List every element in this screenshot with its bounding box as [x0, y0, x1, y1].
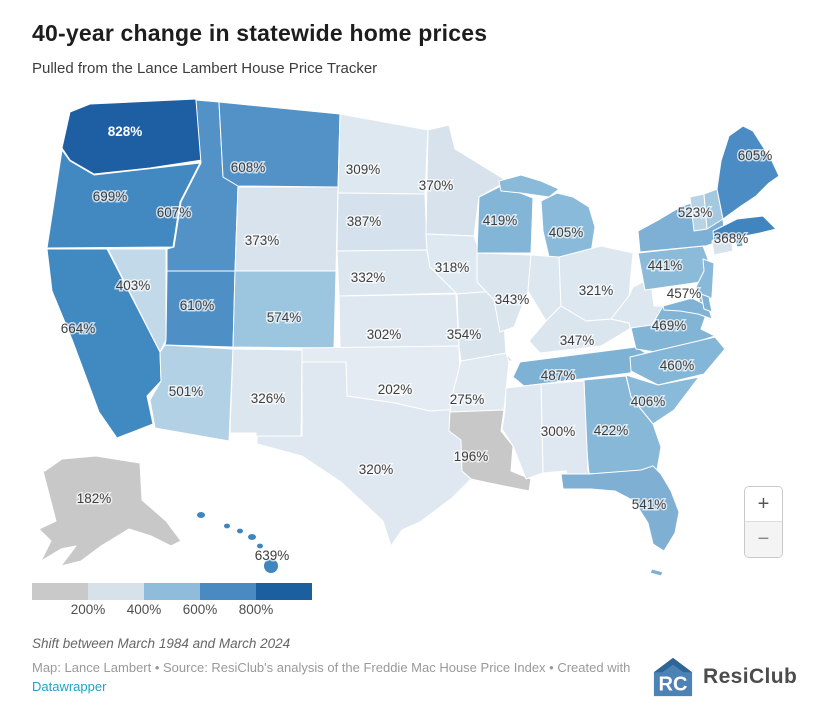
state-AZ[interactable]: [149, 344, 234, 442]
zoom-out-button[interactable]: −: [745, 522, 782, 557]
attribution-text: Map: Lance Lambert • Source: ResiClub's …: [32, 660, 631, 675]
state-WV[interactable]: [610, 281, 664, 340]
state-label-OH: 321%: [579, 283, 614, 298]
legend-tick-labels: 200% 400% 600% 800%: [32, 602, 312, 620]
datawrapper-link[interactable]: Datawrapper: [32, 678, 107, 694]
chart-title: 40-year change in statewide home prices: [32, 20, 488, 46]
legend-swatch: [32, 583, 88, 600]
legend-tick-label: 200%: [70, 602, 106, 617]
state-label-MN: 370%: [419, 178, 454, 193]
state-label-AL: 300%: [541, 424, 576, 439]
state-WY[interactable]: [234, 186, 339, 272]
legend-swatch: [144, 583, 200, 600]
state-label-VA: 469%: [652, 318, 687, 333]
legend-tick-label: 800%: [238, 602, 274, 617]
state-label-AK: 182%: [77, 491, 112, 506]
color-legend: 200% 400% 600% 800%: [32, 583, 312, 620]
state-MI[interactable]: [540, 192, 596, 260]
state-MI[interactable]: [498, 174, 560, 198]
legend-tick-label: 400%: [126, 602, 162, 617]
state-HI-island[interactable]: [264, 559, 278, 573]
state-FL[interactable]: [560, 465, 680, 552]
state-label-AR: 275%: [450, 392, 485, 407]
state-OR[interactable]: [46, 149, 201, 249]
state-label-NJ: 457%: [667, 286, 702, 301]
state-label-ME: 605%: [738, 148, 773, 163]
state-label-OR: 699%: [93, 189, 128, 204]
state-label-CT: 368%: [714, 231, 749, 246]
state-HI-island[interactable]: [248, 534, 256, 540]
state-label-AZ: 501%: [169, 384, 204, 399]
state-label-FL: 541%: [632, 497, 667, 512]
state-label-WA: 828%: [108, 124, 143, 139]
state-HI-island[interactable]: [197, 512, 205, 518]
state-label-MI: 405%: [549, 225, 584, 240]
state-UT[interactable]: [164, 270, 236, 348]
svg-text:RC: RC: [659, 673, 688, 695]
state-DE[interactable]: [700, 293, 713, 313]
legend-tick-label: 600%: [182, 602, 218, 617]
chart-subtitle: Pulled from the Lance Lambert House Pric…: [32, 60, 378, 77]
resiclub-logo-text: ResiClub: [703, 665, 798, 688]
state-label-LA: 196%: [454, 449, 489, 464]
state-label-TN: 487%: [541, 368, 576, 383]
state-label-IL: 343%: [495, 292, 530, 307]
state-label-MO: 354%: [447, 327, 482, 342]
state-MA[interactable]: [712, 215, 777, 242]
state-label-PA: 441%: [648, 258, 683, 273]
state-label-KY: 347%: [560, 333, 595, 348]
state-label-NC: 460%: [660, 358, 695, 373]
state-FL[interactable]: [649, 568, 664, 577]
map-zoom-controls: + −: [744, 486, 783, 558]
attribution: Map: Lance Lambert • Source: ResiClub's …: [32, 659, 642, 697]
state-label-SC: 406%: [631, 394, 666, 409]
state-label-UT: 610%: [180, 298, 215, 313]
legend-swatch: [88, 583, 144, 600]
resiclub-logo: RC ResiClub: [652, 656, 797, 698]
state-label-ND: 309%: [346, 162, 381, 177]
footnote: Shift between March 1984 and March 2024: [32, 636, 291, 651]
state-AK[interactable]: [38, 455, 182, 567]
state-label-NE: 332%: [351, 270, 386, 285]
state-label-NM: 326%: [251, 391, 286, 406]
state-label-KS: 302%: [367, 327, 402, 342]
state-NC[interactable]: [629, 336, 726, 386]
state-label-GA: 422%: [594, 423, 629, 438]
resiclub-house-icon: RC: [653, 657, 693, 697]
state-LA[interactable]: [448, 409, 532, 492]
state-ND[interactable]: [337, 113, 429, 195]
legend-swatch-bar: [32, 583, 312, 600]
state-TX[interactable]: [256, 361, 472, 547]
state-label-WY: 373%: [245, 233, 280, 248]
legend-swatch: [200, 583, 256, 600]
state-label-NV: 403%: [116, 278, 151, 293]
state-MS[interactable]: [501, 383, 544, 480]
state-label-MT: 608%: [231, 160, 266, 175]
state-label-WI: 419%: [483, 213, 518, 228]
state-label-TX: 320%: [359, 462, 394, 477]
state-label-HI: 639%: [255, 548, 290, 563]
zoom-in-button[interactable]: +: [745, 487, 782, 522]
state-label-IA: 318%: [435, 260, 470, 275]
legend-swatch: [256, 583, 312, 600]
state-HI-island[interactable]: [237, 528, 243, 534]
state-label-NY: 523%: [678, 205, 713, 220]
state-label-ID: 607%: [157, 205, 192, 220]
state-label-OK: 202%: [378, 382, 413, 397]
state-label-SD: 387%: [347, 214, 382, 229]
state-MD[interactable]: [662, 297, 713, 320]
state-HI-island[interactable]: [224, 523, 230, 529]
state-HI-island[interactable]: [257, 543, 263, 549]
state-label-CA: 664%: [61, 321, 96, 336]
state-label-CO: 574%: [267, 310, 302, 325]
state-ME[interactable]: [716, 125, 780, 220]
